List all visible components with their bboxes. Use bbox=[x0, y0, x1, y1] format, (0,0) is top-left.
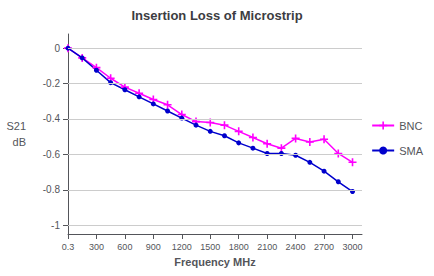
svg-text:-0.6: -0.6 bbox=[43, 149, 61, 160]
svg-text:BNC: BNC bbox=[399, 120, 422, 132]
svg-text:Frequency MHz: Frequency MHz bbox=[174, 256, 256, 268]
svg-text:-0.2: -0.2 bbox=[43, 78, 61, 89]
svg-text:-0.8: -0.8 bbox=[43, 184, 61, 195]
svg-text:1500: 1500 bbox=[200, 242, 220, 252]
svg-text:Insertion Loss of Microstrip: Insertion Loss of Microstrip bbox=[131, 8, 302, 23]
svg-text:1200: 1200 bbox=[172, 242, 192, 252]
svg-text:0: 0 bbox=[54, 43, 60, 54]
svg-text:2700: 2700 bbox=[314, 242, 334, 252]
svg-text:600: 600 bbox=[117, 242, 132, 252]
svg-text:2400: 2400 bbox=[286, 242, 306, 252]
svg-text:SMA: SMA bbox=[399, 145, 424, 157]
svg-text:900: 900 bbox=[146, 242, 161, 252]
svg-text:300: 300 bbox=[89, 242, 104, 252]
svg-text:-0.4: -0.4 bbox=[43, 113, 61, 124]
svg-text:1800: 1800 bbox=[229, 242, 249, 252]
svg-text:0.3: 0.3 bbox=[62, 242, 75, 252]
svg-text:3000: 3000 bbox=[342, 242, 362, 252]
svg-text:-1: -1 bbox=[51, 220, 60, 231]
svg-text:dB: dB bbox=[13, 136, 26, 148]
svg-text:2100: 2100 bbox=[257, 242, 277, 252]
svg-text:S21: S21 bbox=[6, 120, 26, 132]
